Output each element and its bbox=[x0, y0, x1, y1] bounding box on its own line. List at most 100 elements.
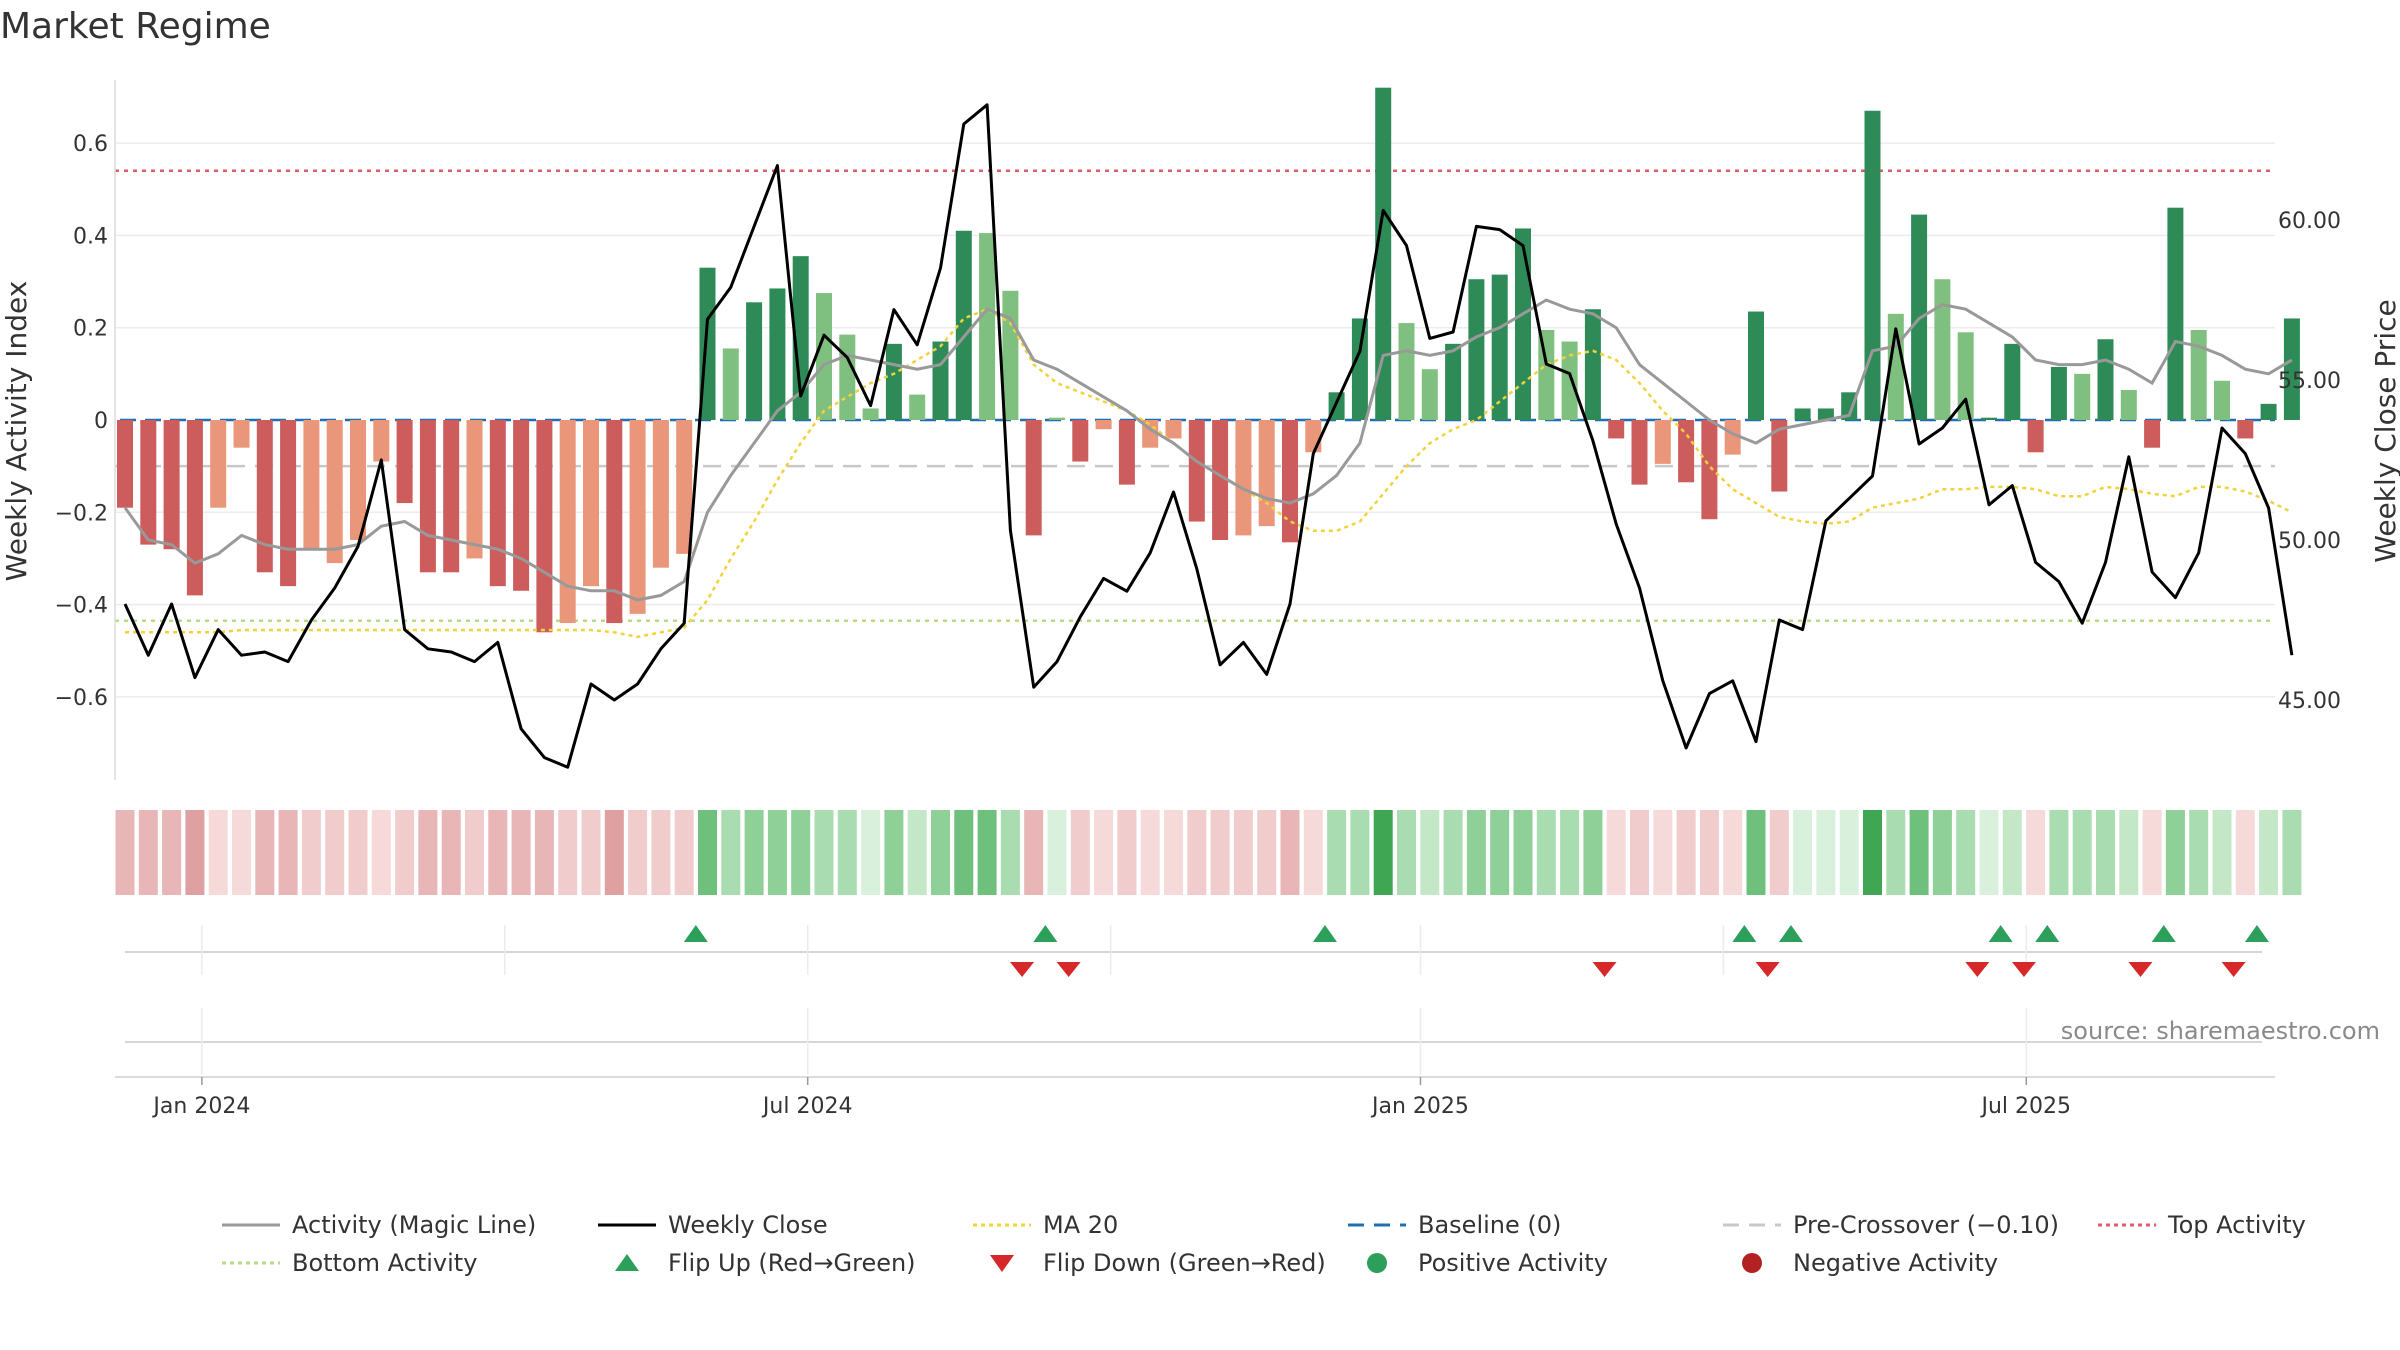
heat-cell-46 bbox=[1187, 810, 1207, 895]
activity-bar-6 bbox=[256, 420, 273, 573]
heat-cell-71 bbox=[1769, 810, 1789, 895]
activity-bar-24 bbox=[676, 420, 693, 554]
activity-bar-8 bbox=[303, 420, 320, 550]
heat-cell-30 bbox=[814, 810, 834, 895]
activity-bar-67 bbox=[1678, 420, 1695, 483]
activity-bar-4 bbox=[210, 420, 227, 508]
heat-cell-43 bbox=[1117, 810, 1137, 895]
legend-label-2: MA 20 bbox=[1043, 1211, 1118, 1239]
activity-bar-91 bbox=[2237, 420, 2254, 439]
activity-bar-36 bbox=[955, 230, 972, 420]
heat-cell-58 bbox=[1466, 810, 1486, 895]
flip-up-marker-1 bbox=[1033, 925, 1058, 942]
heat-cell-76 bbox=[1886, 810, 1906, 895]
x-tick-label-0: Jan 2024 bbox=[151, 1094, 250, 1119]
heat-cell-93 bbox=[2282, 810, 2302, 895]
legend-item-7: Flip Up (Red→Green) bbox=[615, 1249, 916, 1277]
legend-label-1: Weekly Close bbox=[668, 1211, 828, 1239]
heat-cell-44 bbox=[1140, 810, 1160, 895]
heat-cell-40 bbox=[1047, 810, 1067, 895]
activity-bar-41 bbox=[1072, 420, 1089, 462]
activity-bar-51 bbox=[1305, 420, 1322, 453]
flip-up-marker-0 bbox=[683, 925, 708, 942]
x-tick-label-1: Jul 2024 bbox=[761, 1094, 853, 1119]
activity-bar-80 bbox=[1981, 417, 1997, 420]
activity-bar-31 bbox=[839, 334, 856, 420]
legend-item-1: Weekly Close bbox=[598, 1211, 828, 1239]
heat-cell-15 bbox=[465, 810, 484, 895]
heat-cell-41 bbox=[1070, 810, 1090, 895]
heat-cell-62 bbox=[1560, 810, 1580, 895]
heat-cell-83 bbox=[2049, 810, 2069, 895]
activity-bar-18 bbox=[536, 420, 553, 633]
heat-cell-52 bbox=[1327, 810, 1347, 895]
legend-label-3: Baseline (0) bbox=[1418, 1211, 1561, 1239]
y-tick-left-2: 0.2 bbox=[73, 317, 108, 342]
activity-bar-71 bbox=[1771, 420, 1788, 492]
legend-label-0: Activity (Magic Line) bbox=[292, 1211, 536, 1239]
activity-bar-20 bbox=[583, 420, 599, 587]
heat-cell-27 bbox=[744, 810, 764, 895]
flip-down-marker-1 bbox=[1056, 962, 1081, 977]
activity-bar-30 bbox=[816, 293, 832, 420]
heat-cell-49 bbox=[1257, 810, 1277, 895]
activity-bar-12 bbox=[396, 420, 413, 504]
activity-bar-39 bbox=[1025, 420, 1042, 536]
activity-bar-68 bbox=[1701, 420, 1718, 520]
activity-bar-14 bbox=[443, 420, 460, 573]
activity-bar-73 bbox=[1817, 408, 1834, 420]
activity-bar-9 bbox=[326, 420, 343, 564]
flip-up-marker-8 bbox=[2244, 925, 2269, 942]
heat-cell-75 bbox=[1863, 810, 1882, 895]
heat-cell-34 bbox=[907, 810, 927, 895]
heat-cell-26 bbox=[721, 810, 741, 895]
heat-cell-77 bbox=[1909, 810, 1929, 895]
activity-bar-86 bbox=[2120, 390, 2137, 420]
activity-bar-35 bbox=[932, 341, 949, 420]
y-tick-left-6: −0.6 bbox=[55, 686, 108, 711]
y-tick-right-2: 50.00 bbox=[2278, 529, 2341, 554]
y-tick-left-4: −0.2 bbox=[55, 501, 108, 526]
activity-bar-84 bbox=[2074, 373, 2091, 420]
heat-cell-48 bbox=[1233, 810, 1253, 895]
activity-bar-79 bbox=[1957, 332, 1974, 420]
heat-cell-29 bbox=[791, 810, 811, 895]
heat-cell-2 bbox=[162, 810, 182, 895]
heat-cell-13 bbox=[418, 810, 438, 895]
heat-cell-39 bbox=[1024, 810, 1044, 895]
activity-bar-21 bbox=[606, 420, 623, 624]
activity-bar-69 bbox=[1724, 420, 1741, 455]
heat-cell-11 bbox=[371, 810, 391, 895]
heat-cell-57 bbox=[1443, 810, 1463, 895]
heat-cell-74 bbox=[1839, 810, 1859, 895]
activity-bar-38 bbox=[1002, 290, 1019, 420]
flip-up-marker-2 bbox=[1312, 925, 1337, 942]
activity-bar-53 bbox=[1351, 318, 1368, 420]
legend-label-6: Bottom Activity bbox=[292, 1249, 477, 1277]
heat-cell-84 bbox=[2072, 810, 2092, 895]
series-lines bbox=[123, 103, 2294, 769]
heat-cell-86 bbox=[2119, 810, 2139, 895]
activity-bar-28 bbox=[769, 288, 786, 420]
y-tick-left-1: 0.4 bbox=[73, 224, 108, 249]
heat-cell-1 bbox=[138, 810, 158, 895]
heat-cell-10 bbox=[348, 810, 368, 895]
chart-title: Market Regime bbox=[0, 6, 271, 47]
activity-bar-11 bbox=[373, 420, 390, 462]
y-tick-right-1: 55.00 bbox=[2278, 369, 2341, 394]
heat-cell-12 bbox=[395, 810, 415, 895]
legend-swatch-9 bbox=[1367, 1253, 1387, 1273]
reference-lines bbox=[115, 169, 2275, 623]
activity-bar-60 bbox=[1515, 228, 1531, 420]
activity-bar-7 bbox=[280, 420, 297, 587]
activity-bar-5 bbox=[233, 420, 250, 448]
heat-cell-59 bbox=[1490, 810, 1510, 895]
heat-cell-73 bbox=[1816, 810, 1836, 895]
activity-bar-45 bbox=[1165, 420, 1182, 439]
flip-down-marker-3 bbox=[1755, 962, 1780, 977]
source-credit: source: sharemaestro.com bbox=[2061, 1017, 2380, 1045]
legend-label-7: Flip Up (Red→Green) bbox=[668, 1249, 916, 1277]
activity-bar-42 bbox=[1095, 420, 1112, 430]
activity-bar-50 bbox=[1282, 420, 1298, 543]
heat-cell-45 bbox=[1164, 810, 1183, 895]
